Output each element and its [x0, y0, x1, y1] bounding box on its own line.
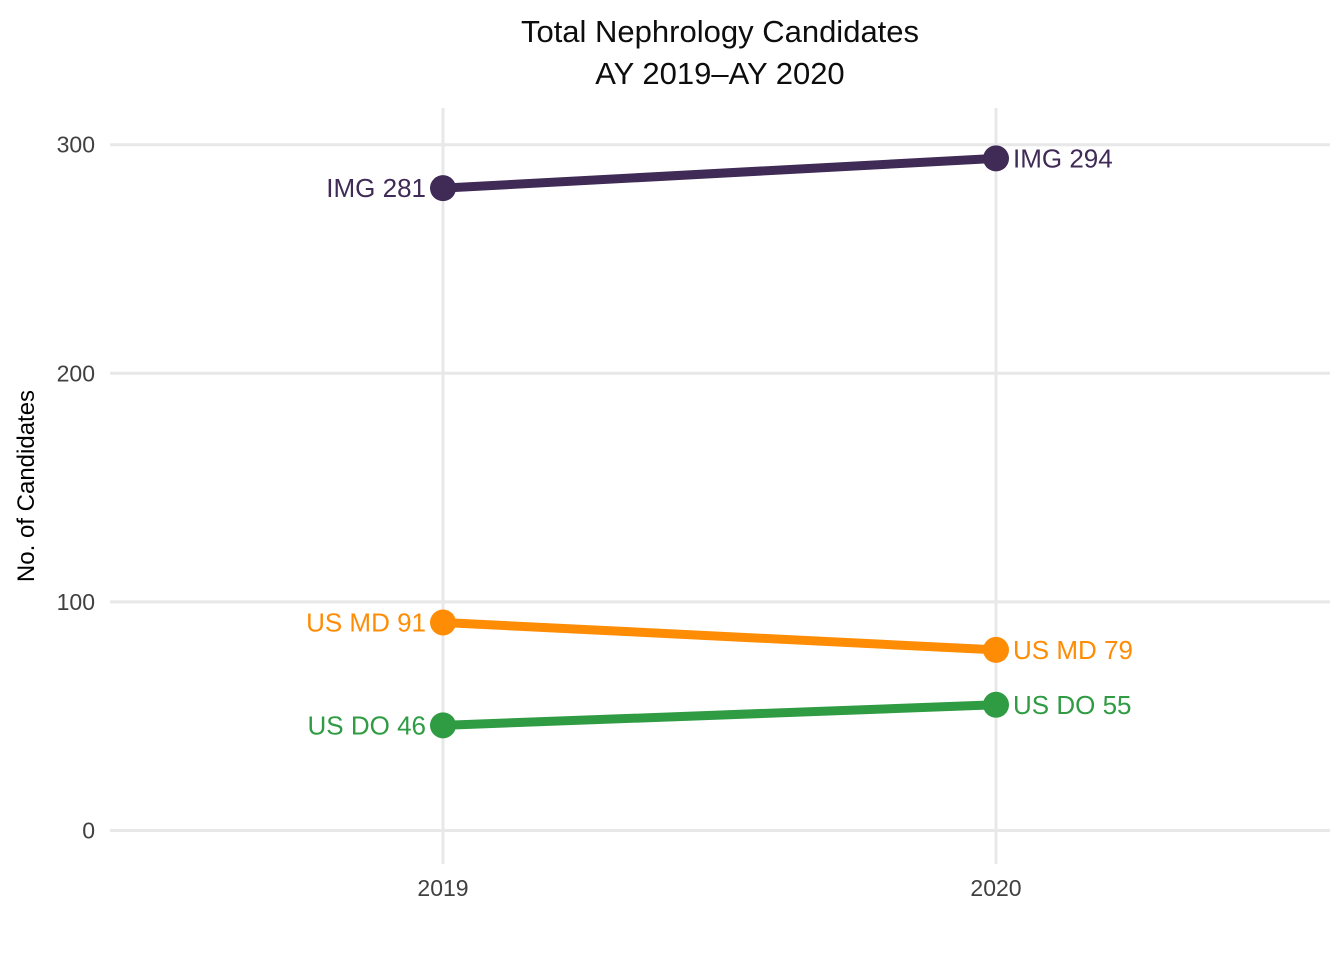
- y-tick-label-300: 300: [57, 132, 95, 158]
- series-line-us-do: [442, 700, 997, 730]
- data-label-img-right: IMG 294: [1013, 143, 1113, 173]
- x-tick-labels-layer: 2019 2020: [417, 875, 1021, 901]
- series-lines-layer: [442, 153, 997, 730]
- data-point-us-do-2019: [430, 712, 456, 739]
- data-point-us-do-2020: [983, 691, 1009, 718]
- x-tick-label-2020: 2020: [970, 875, 1021, 901]
- data-label-us-do-left: US DO 46: [308, 710, 427, 740]
- y-tick-labels-layer: 0 100 200 300: [57, 132, 95, 844]
- data-point-img-2020: [983, 145, 1009, 172]
- data-point-us-md-2020: [983, 636, 1009, 663]
- data-labels-layer: IMG 281 IMG 294 US MD 91 US MD 79 US DO 46 US…: [306, 143, 1133, 740]
- data-point-us-md-2019: [430, 609, 456, 636]
- series-line-us-md: [442, 617, 997, 655]
- data-label-us-do-right: US DO 55: [1013, 690, 1132, 720]
- series-line-img: [442, 153, 997, 193]
- y-axis-title: No. of Candidates: [13, 390, 40, 582]
- chart-title-line-2: AY 2019–AY 2020: [595, 56, 844, 91]
- chart-title-line-1: Total Nephrology Candidates: [521, 14, 919, 49]
- data-points-layer: [430, 145, 1009, 739]
- data-point-img-2019: [430, 175, 456, 202]
- gridlines-layer: [110, 108, 1330, 864]
- data-label-us-md-right: US MD 79: [1013, 635, 1133, 665]
- y-tick-label-100: 100: [57, 589, 95, 615]
- data-label-img-left: IMG 281: [326, 173, 426, 203]
- y-tick-label-200: 200: [57, 360, 95, 386]
- data-label-us-md-left: US MD 91: [306, 607, 426, 637]
- y-tick-label-0: 0: [82, 818, 95, 844]
- x-tick-label-2019: 2019: [417, 875, 468, 901]
